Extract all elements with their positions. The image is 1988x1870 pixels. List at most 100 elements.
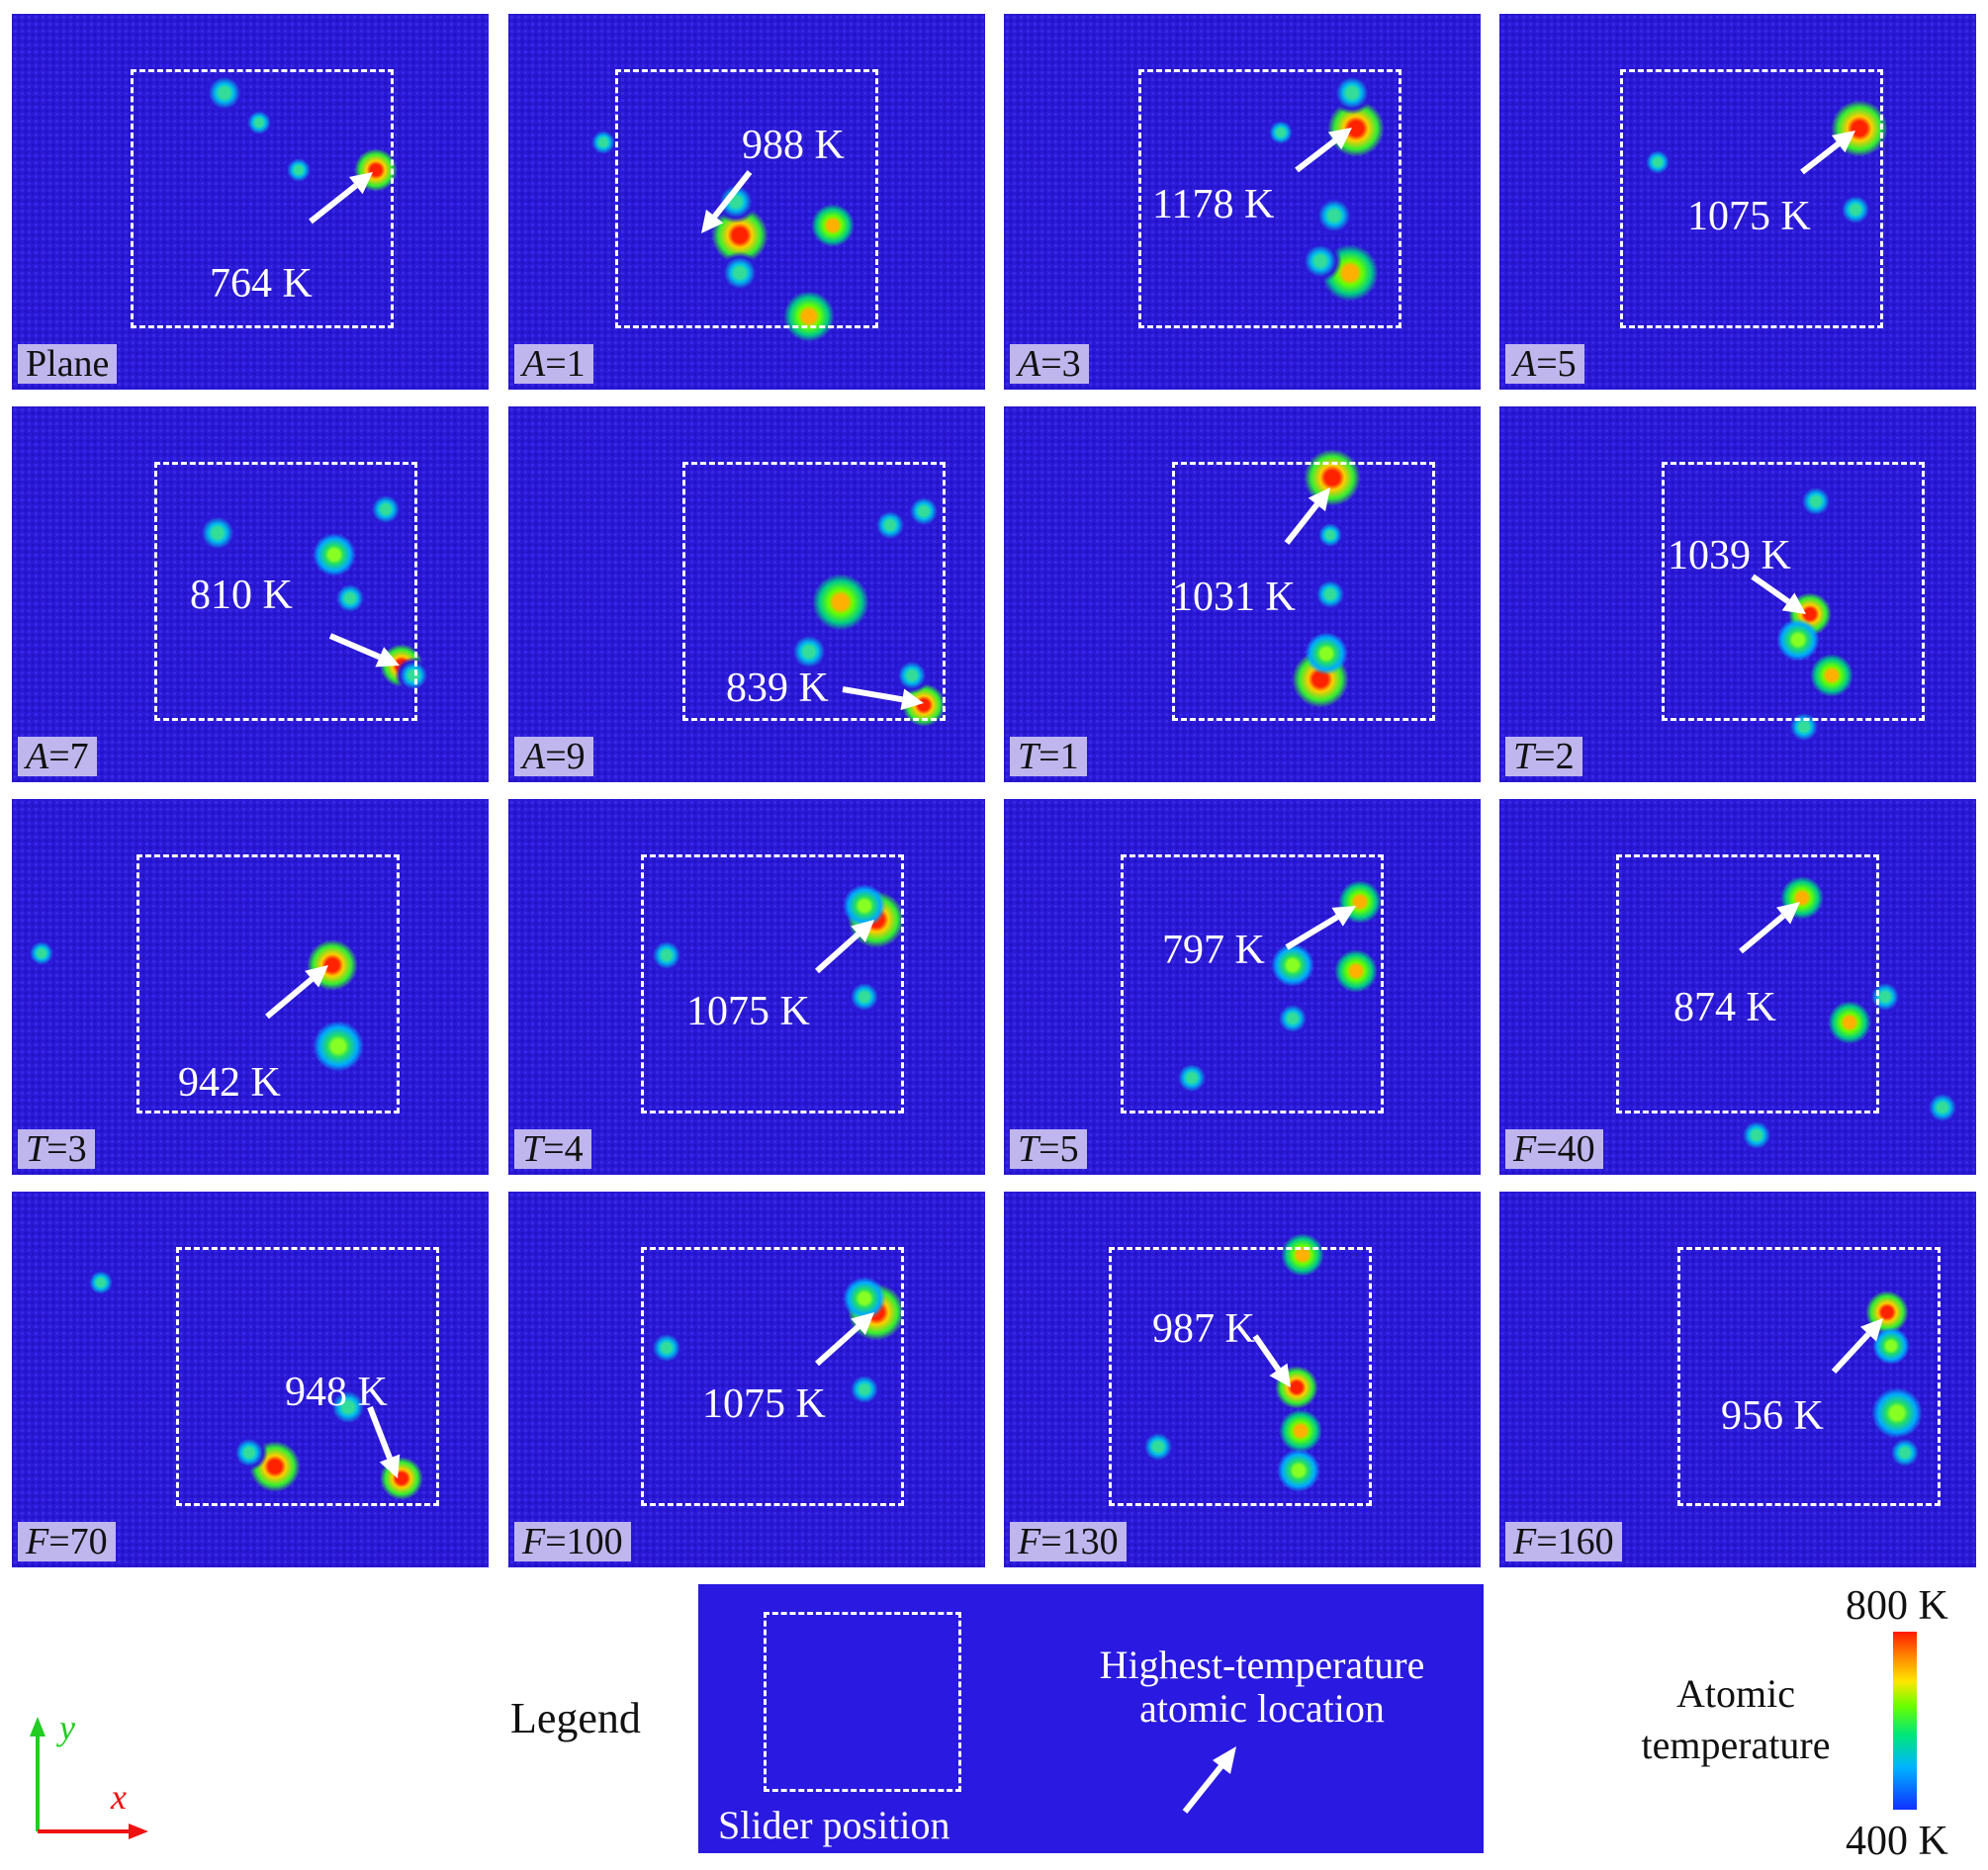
- panel-label-value: =130: [1040, 1521, 1119, 1562]
- hot-spot: [1836, 190, 1875, 229]
- slider-box: [615, 69, 878, 328]
- panel-label: F=130: [1010, 1522, 1127, 1561]
- slider-box: [1662, 462, 1925, 721]
- max-temperature-label: 987 K: [1152, 1306, 1255, 1352]
- panel-label: F=40: [1505, 1129, 1603, 1169]
- max-temperature-label: 1039 K: [1668, 533, 1791, 579]
- legend-highest-line1: Highest-temperature: [1099, 1643, 1425, 1687]
- hot-spot: [195, 510, 240, 556]
- hot-spot: [1138, 1427, 1178, 1467]
- max-temperature-label: 797 K: [1162, 928, 1265, 973]
- hot-spot: [783, 291, 835, 342]
- hot-spot: [1737, 1115, 1776, 1155]
- hot-spot: [1172, 1058, 1212, 1098]
- hot-spot: [647, 1328, 686, 1368]
- slider-box: [1138, 69, 1401, 328]
- hot-spot-layer: [12, 799, 489, 1175]
- temperature-panel: 764 K Plane: [12, 14, 489, 390]
- max-temperature-label: 874 K: [1673, 985, 1776, 1030]
- panel-label-variable: F: [1513, 1128, 1537, 1170]
- max-temperature-label: 839 K: [726, 666, 829, 711]
- hot-spot: [1871, 1387, 1923, 1439]
- panel-label-text: Plane: [26, 343, 110, 385]
- slider-box: [131, 69, 394, 328]
- panel-label: A=3: [1010, 344, 1089, 384]
- legend-slider-label: Slider position: [718, 1803, 950, 1847]
- max-temperature-label: 1075 K: [686, 989, 810, 1034]
- slider-box: [641, 854, 904, 1113]
- temperature-panel: 810 K A=7: [12, 406, 489, 782]
- hot-spot: [26, 937, 57, 969]
- colorbar-max-label: 800 K: [1846, 1583, 1948, 1629]
- max-temperature-label: 764 K: [210, 261, 313, 307]
- colorbar-title-line2: temperature: [1641, 1723, 1831, 1767]
- legend-title: Legend: [510, 1694, 641, 1742]
- hot-spot: [1314, 519, 1346, 551]
- panel-label-value: =100: [545, 1521, 623, 1562]
- panel-label-variable: F: [1018, 1521, 1041, 1562]
- panel-label-variable: A: [522, 343, 546, 385]
- panel-label-variable: A: [26, 736, 49, 777]
- panel-label: T=1: [1010, 737, 1087, 776]
- panel-label-variable: F: [522, 1521, 546, 1562]
- panel-label-value: =4: [543, 1128, 584, 1170]
- hot-spot: [313, 1021, 364, 1072]
- max-temperature-label: 1178 K: [1152, 182, 1275, 227]
- colorbar-min-label: 400 K: [1846, 1819, 1948, 1864]
- hot-spot: [1784, 707, 1824, 747]
- temperature-panel: 797 K T=5: [1004, 799, 1481, 1175]
- slider-box: [1121, 854, 1384, 1113]
- panel-label-value: =2: [1534, 736, 1575, 777]
- temperature-panel: 1075 K F=100: [508, 1192, 985, 1567]
- panel-label: T=5: [1010, 1129, 1087, 1169]
- hot-spot: [587, 127, 619, 158]
- hot-spot: [812, 574, 869, 631]
- legend-slider-box: [764, 1612, 961, 1792]
- temperature-panel: 1075 K A=5: [1499, 14, 1976, 390]
- panel-label-variable: T: [1018, 1128, 1039, 1170]
- panel-label-value: =1: [545, 343, 586, 385]
- panel-label-variable: A: [1018, 343, 1041, 385]
- panel-label-variable: A: [1513, 343, 1537, 385]
- panel-label-variable: T: [1018, 736, 1039, 777]
- hot-spot: [1827, 1000, 1872, 1045]
- panel-label-variable: T: [1513, 736, 1535, 777]
- hot-spot: [229, 1433, 269, 1472]
- temperature-panel: 1039 K T=2: [1499, 406, 1976, 782]
- temperature-panel: 948 K F=70: [12, 1192, 489, 1567]
- axis-x-label: x: [111, 1777, 127, 1817]
- panel-label: F=70: [18, 1522, 116, 1561]
- temperature-panel: 1075 K T=4: [508, 799, 985, 1175]
- panel-label-value: =7: [48, 736, 89, 777]
- hot-spot: [1273, 999, 1312, 1038]
- temperature-panel: 1178 K A=3: [1004, 14, 1481, 390]
- slider-box: [154, 462, 417, 721]
- max-temperature-label: 956 K: [1721, 1393, 1824, 1439]
- slider-box: [1172, 462, 1435, 721]
- axes-indicator-icon: [30, 1717, 148, 1839]
- panel-label-value: =3: [46, 1128, 87, 1170]
- slider-box: [1616, 854, 1879, 1113]
- slider-box: [176, 1247, 439, 1506]
- hot-spot-layer: [1004, 14, 1481, 390]
- hot-spot: [1796, 482, 1836, 521]
- panel-label-value: =1: [1039, 736, 1079, 777]
- hot-spot: [1311, 193, 1357, 238]
- hot-spot: [283, 154, 315, 186]
- slider-box: [1109, 1247, 1372, 1506]
- hot-spot: [717, 250, 763, 296]
- panel-label: A=1: [514, 344, 593, 384]
- panel-label: T=3: [18, 1129, 95, 1169]
- hot-spot: [394, 656, 433, 695]
- temperature-panel: 987 K F=130: [1004, 1192, 1481, 1567]
- legend-arrow-icon: [1182, 1746, 1236, 1814]
- hot-spot: [845, 977, 884, 1017]
- panel-label: A=7: [18, 737, 97, 776]
- slider-box: [641, 1247, 904, 1506]
- hot-spot: [870, 505, 910, 545]
- panel-label-variable: T: [522, 1128, 544, 1170]
- max-temperature-label: 948 K: [285, 1370, 388, 1415]
- hot-spot: [330, 579, 370, 618]
- hot-spot: [904, 491, 944, 531]
- hot-spot: [1304, 631, 1349, 676]
